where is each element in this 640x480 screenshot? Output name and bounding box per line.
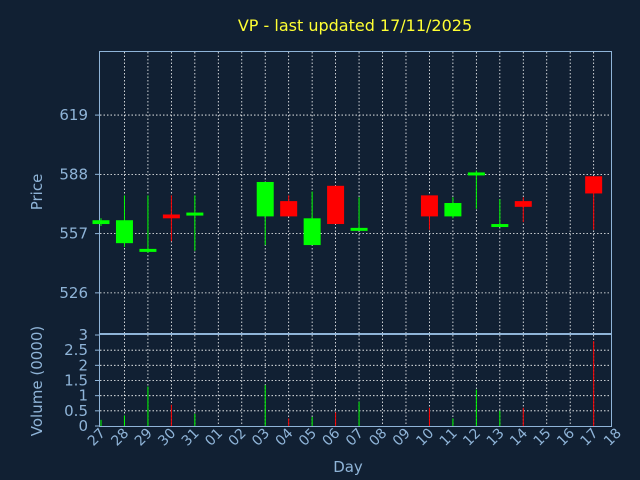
x-tick-label: 15 [531, 426, 555, 450]
volume-tick-label: 2.5 [64, 341, 88, 359]
candle-body-05 [303, 218, 321, 246]
candle-body-10 [420, 195, 438, 217]
volume-tick-label: 1.5 [64, 372, 88, 390]
grid [95, 52, 611, 427]
price-axis-label: Price [28, 174, 46, 211]
candle-body-13 [491, 224, 509, 228]
x-tick-label: 13 [484, 426, 508, 450]
x-tick-label: 17 [578, 426, 602, 450]
x-tick-label: 01 [202, 426, 226, 450]
candle-body-12 [467, 172, 485, 176]
x-tick-label: 18 [601, 426, 625, 450]
x-tick-label: 28 [108, 426, 132, 450]
candle-body-14 [514, 201, 532, 207]
x-tick-label: 08 [366, 426, 390, 450]
volume-axis-label: Volume (0000) [28, 326, 46, 436]
volume-tick-label: 0 [78, 417, 88, 435]
x-tick-label: 27 [85, 426, 109, 450]
x-tick-label: 09 [390, 426, 414, 450]
x-tick-label: 02 [226, 426, 250, 450]
x-tick-label: 04 [273, 425, 297, 449]
x-tick-label: 10 [413, 426, 437, 450]
price-panel [99, 51, 612, 334]
candles [92, 170, 603, 253]
price-tick-label: 526 [59, 284, 88, 302]
x-axis-label: Day [333, 458, 363, 476]
candle-body-17 [585, 176, 603, 194]
candle-body-03 [256, 181, 274, 217]
x-tick-label: 30 [155, 426, 179, 450]
x-tick-label: 03 [249, 426, 273, 450]
volume-bars [100, 341, 595, 426]
price-tick-label: 557 [59, 225, 88, 243]
x-tick-label: 14 [507, 425, 531, 449]
x-tick-label: 07 [343, 426, 367, 450]
candle-body-04 [280, 201, 298, 217]
volume-panel [99, 334, 612, 427]
price-tick-label: 588 [59, 165, 88, 183]
candle-body-28 [115, 220, 133, 244]
volume-tick-label: 2 [78, 356, 88, 374]
x-tick-label: 06 [320, 425, 344, 449]
x-tick-label: 31 [179, 426, 203, 450]
tick-labels: 27 28 29 30 31 01 02 03 04 05 06 07 08 09 10 11 12 13 14 15… [59, 106, 625, 449]
volume-tick-label: 3 [78, 326, 88, 344]
candle-body-07 [350, 227, 368, 231]
x-tick-label: 16 [554, 425, 578, 449]
x-tick-label: 11 [437, 426, 461, 450]
x-tick-label: 29 [132, 426, 156, 450]
volume-tick-label: 0.5 [64, 402, 88, 420]
chart-title: VP - last updated 17/11/2025 [238, 16, 472, 35]
volume-tick-label: 1 [78, 387, 88, 405]
candle-body-30 [162, 214, 180, 219]
x-tick-label: 12 [460, 426, 484, 450]
price-tick-label: 619 [59, 106, 88, 124]
candle-body-27 [92, 220, 110, 225]
x-tick-label: 05 [296, 426, 320, 450]
candle-body-29 [139, 248, 157, 252]
candle-body-06 [327, 185, 345, 225]
candle-body-11 [444, 203, 462, 217]
candle-body-31 [186, 212, 204, 216]
